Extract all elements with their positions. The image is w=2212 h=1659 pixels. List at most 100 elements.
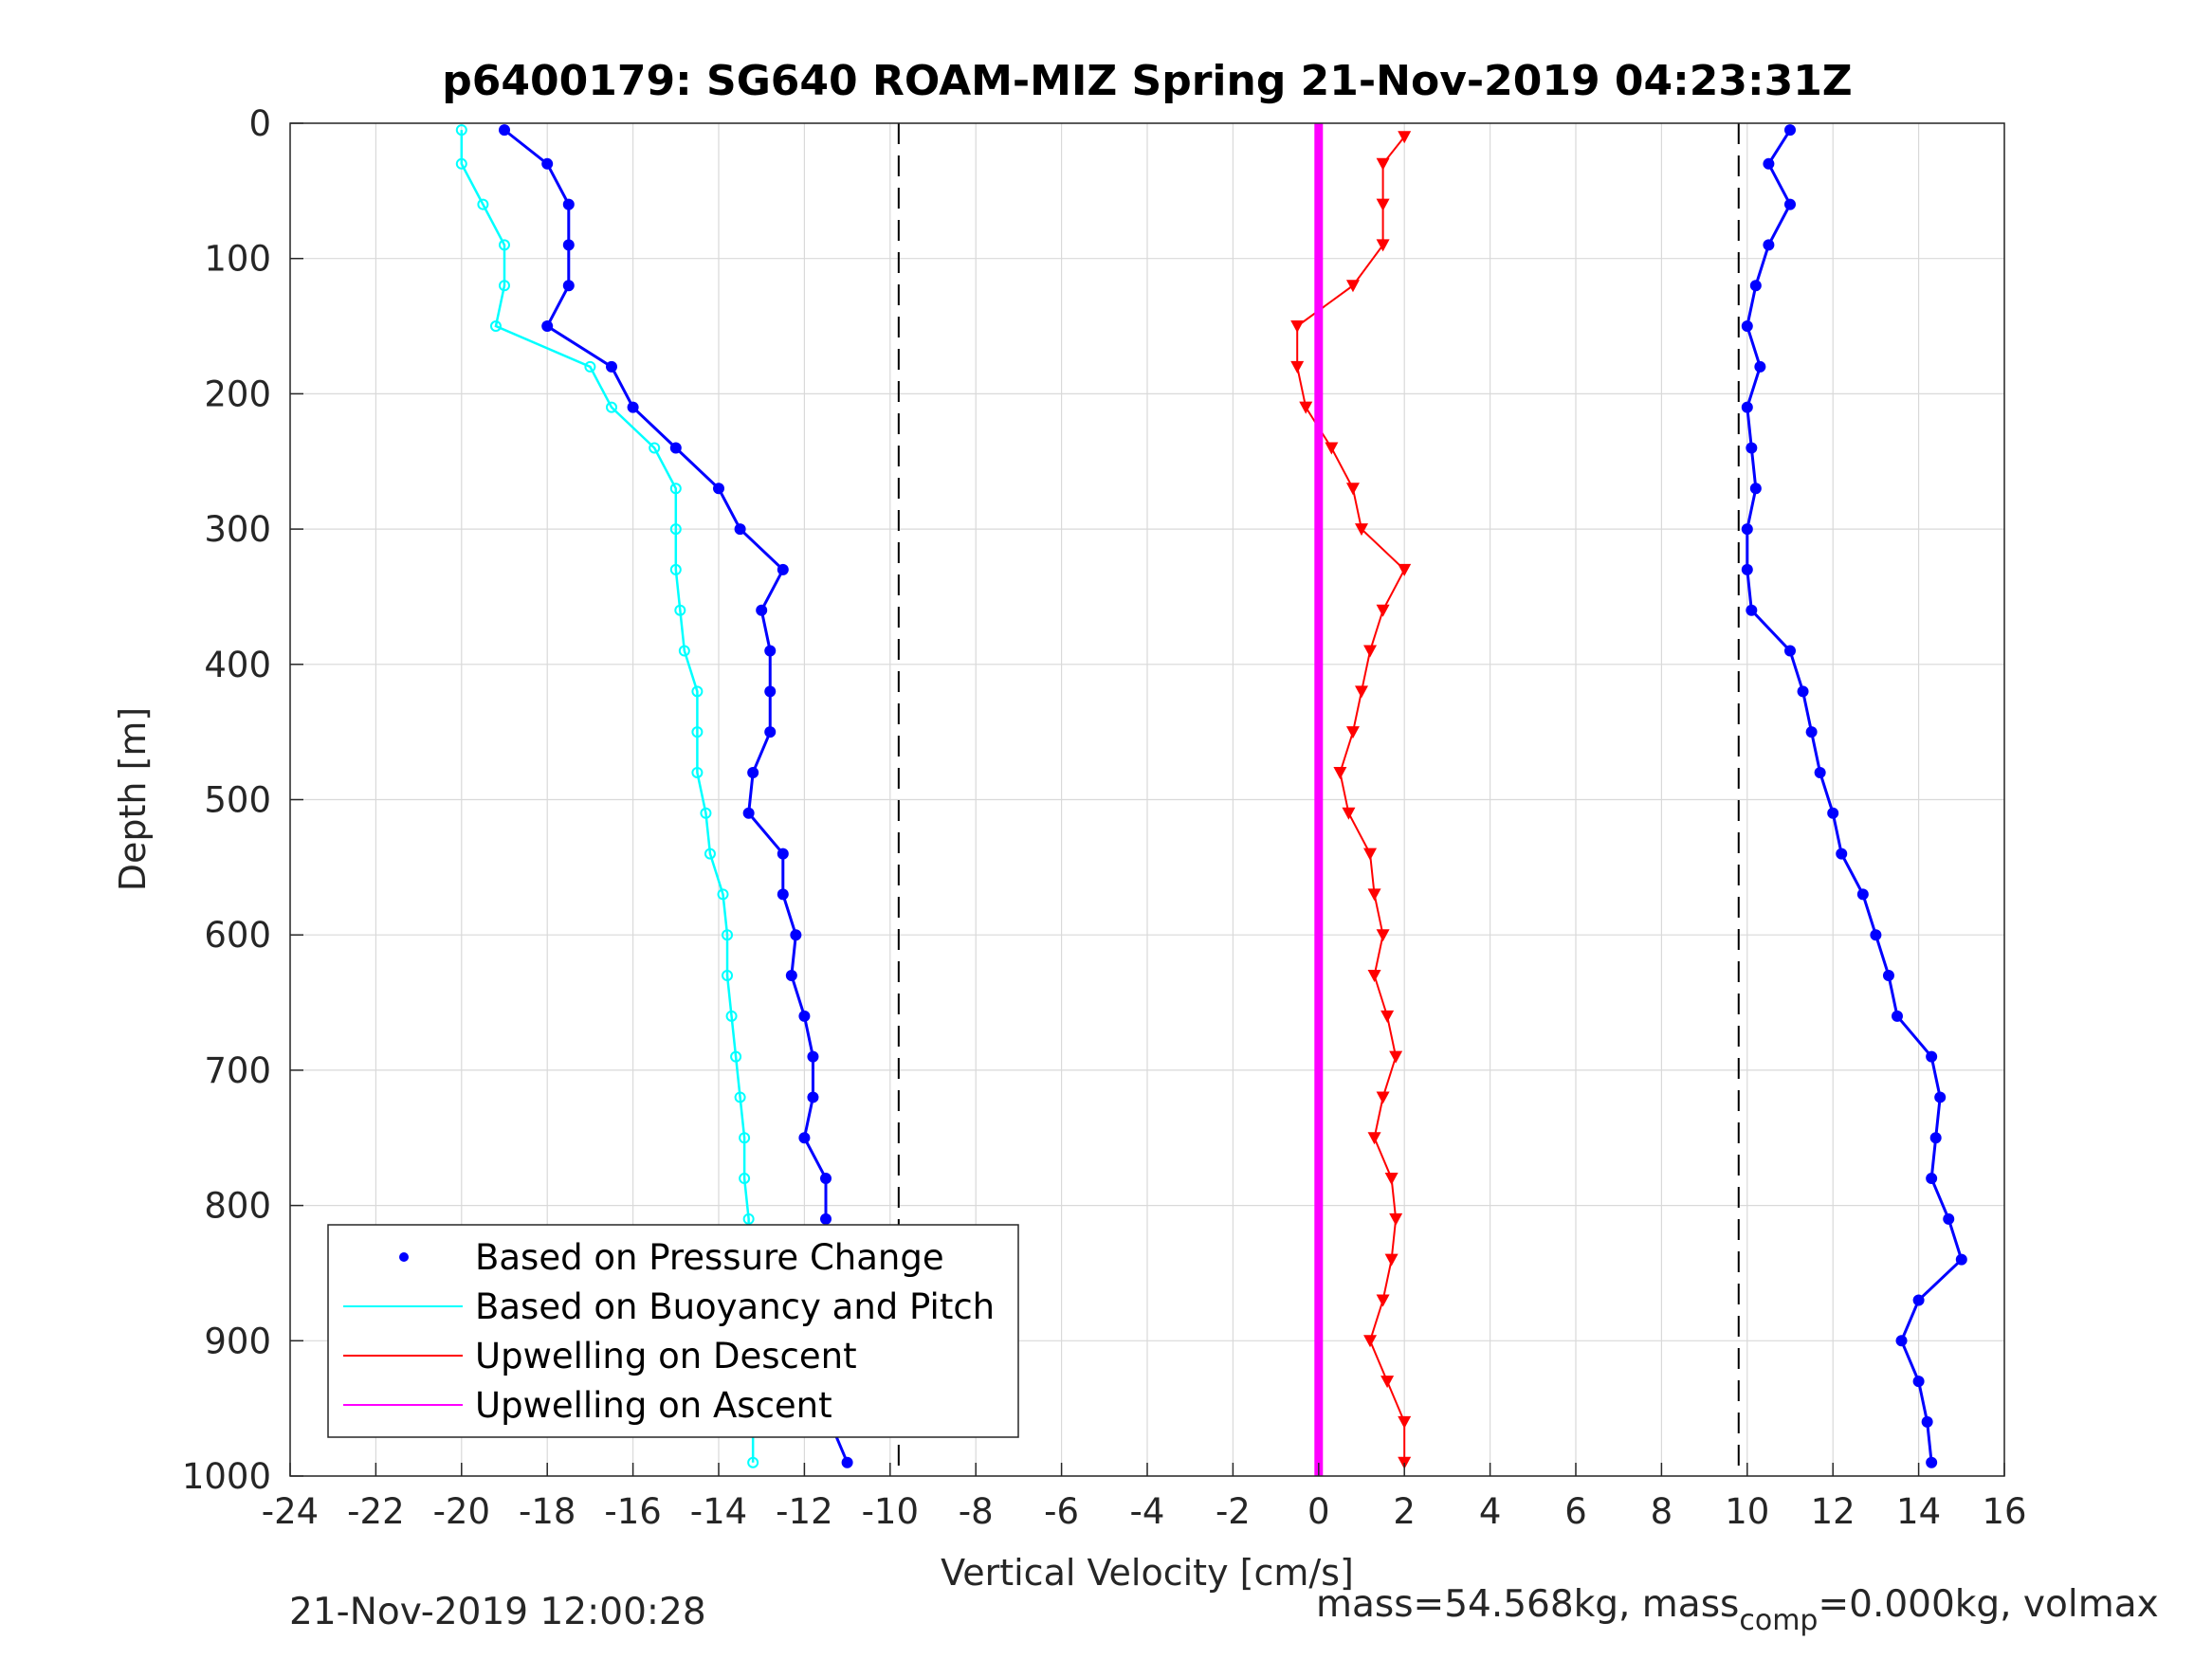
data-point-pressure	[1926, 1173, 1938, 1185]
axis-ticks: -24 -22 -20 -18 -16 -14 -12 -10 -8 -6 -4 -2 0 2 4 6 8 10 1…	[182, 103, 2027, 1532]
data-point-pressure	[1926, 1050, 1938, 1063]
legend-label: Based on Buoyancy and Pitch	[475, 1286, 995, 1327]
data-point-pressure	[1749, 280, 1762, 292]
data-point-buoyancy	[455, 157, 467, 170]
data-point-buoyancy	[678, 645, 690, 657]
x-tick-label: -18	[519, 1491, 576, 1532]
x-tick-label: 14	[1896, 1491, 1941, 1532]
x-tick-label: -24	[262, 1491, 319, 1532]
data-point-pressure	[562, 239, 575, 251]
x-tick-label: 6	[1564, 1491, 1587, 1532]
data-point-upwelling-descent	[1380, 1010, 1395, 1023]
data-point-upwelling-descent	[1376, 239, 1390, 252]
x-tick-label: -8	[959, 1491, 994, 1532]
data-point-upwelling-descent	[1363, 1335, 1378, 1348]
legend-label: Upwelling on Descent	[475, 1336, 857, 1376]
data-point-upwelling-descent	[1290, 360, 1305, 374]
data-point-upwelling-descent	[1376, 929, 1390, 942]
data-point-pressure	[562, 198, 575, 210]
data-point-pressure	[1921, 1415, 1933, 1428]
data-point-pressure	[764, 645, 777, 657]
data-point-pressure	[562, 280, 575, 292]
data-point-buoyancy	[499, 239, 510, 251]
data-point-upwelling-descent	[1376, 1091, 1390, 1104]
data-point-pressure	[1805, 726, 1818, 738]
data-point-upwelling-descent	[1333, 766, 1347, 779]
data-point-pressure	[1741, 401, 1753, 413]
data-point-pressure	[1741, 563, 1753, 575]
x-tick-label: 2	[1393, 1491, 1416, 1532]
x-tick-label: 10	[1725, 1491, 1769, 1532]
data-point-upwelling-descent	[1384, 1173, 1398, 1186]
data-point-buoyancy	[730, 1050, 742, 1063]
data-point-pressure	[541, 157, 554, 170]
data-point-pressure	[1912, 1376, 1925, 1388]
x-tick-label: -16	[604, 1491, 661, 1532]
data-point-pressure	[764, 726, 777, 738]
data-point-upwelling-descent	[1376, 157, 1390, 171]
data-point-buoyancy	[477, 198, 489, 210]
data-point-upwelling-descent	[1355, 523, 1368, 537]
data-point-buoyancy	[649, 442, 661, 454]
data-point-upwelling-descent	[1367, 970, 1381, 983]
footer-timestamp: 21-Nov-2019 12:00:28	[289, 1591, 706, 1633]
data-point-pressure	[777, 563, 789, 575]
x-tick-label: -20	[433, 1491, 490, 1532]
data-point-pressure	[742, 807, 755, 819]
y-tick-label: 900	[204, 1321, 271, 1361]
y-tick-label: 800	[204, 1186, 271, 1227]
data-point-buoyancy	[691, 726, 704, 738]
x-tick-label: -12	[776, 1491, 832, 1532]
y-tick-label: 400	[204, 645, 271, 685]
y-tick-label: 100	[204, 239, 271, 280]
data-point-pressure	[1926, 1456, 1938, 1468]
data-point-pressure	[627, 401, 639, 413]
data-point-pressure	[747, 766, 759, 778]
data-point-pressure	[807, 1091, 819, 1103]
data-point-buoyancy	[734, 1091, 746, 1103]
data-point-upwelling-descent	[1345, 726, 1360, 739]
y-tick-label: 600	[204, 915, 271, 956]
series-path-upwelling-descent	[1296, 136, 1406, 1463]
data-point-pressure	[820, 1173, 832, 1185]
data-point-pressure	[713, 483, 724, 495]
y-tick-label: 0	[248, 103, 271, 144]
data-point-pressure	[764, 685, 777, 698]
data-point-pressure	[1934, 1091, 1947, 1103]
data-point-buoyancy	[739, 1132, 751, 1144]
data-point-pressure	[1763, 157, 1775, 170]
data-point-buoyancy	[739, 1173, 751, 1185]
x-tick-label: -10	[862, 1491, 919, 1532]
data-point-pressure	[1741, 523, 1753, 536]
footer-mass-info: mass=54.568kg, masscomp=0.000kg, volmax	[1316, 1583, 2159, 1637]
data-point-upwelling-descent	[1345, 483, 1360, 496]
x-tick-label: -6	[1044, 1491, 1079, 1532]
data-point-upwelling-descent	[1290, 320, 1305, 334]
series-group	[1741, 124, 1967, 1468]
x-tick-label: 16	[1982, 1491, 2026, 1532]
data-point-pressure	[1749, 483, 1762, 495]
data-point-pressure	[1895, 1335, 1908, 1347]
y-tick-label: 200	[204, 374, 271, 414]
data-point-pressure	[734, 523, 746, 536]
chart-title: p6400179: SG640 ROAM-MIZ Spring 21-Nov-2…	[442, 57, 1852, 105]
data-point-pressure	[785, 970, 797, 982]
data-point-upwelling-descent	[1398, 1415, 1412, 1429]
x-tick-label: 8	[1651, 1491, 1673, 1532]
data-point-buoyancy	[674, 604, 686, 616]
data-point-pressure	[1882, 970, 1894, 982]
data-point-pressure	[777, 888, 789, 901]
data-point-buoyancy	[691, 685, 704, 698]
legend-label: Upwelling on Ascent	[475, 1385, 832, 1426]
data-point-upwelling-descent	[1384, 1253, 1398, 1267]
x-tick-label: 4	[1479, 1491, 1502, 1532]
data-point-pressure	[606, 360, 617, 373]
data-point-buoyancy	[669, 483, 682, 495]
legend-label: Based on Pressure Change	[475, 1237, 944, 1278]
data-point-pressure	[1955, 1253, 1967, 1266]
legend-swatch	[399, 1252, 409, 1262]
y-tick-label: 700	[204, 1050, 271, 1091]
data-point-upwelling-descent	[1367, 888, 1381, 902]
data-point-upwelling-descent	[1389, 1050, 1403, 1064]
